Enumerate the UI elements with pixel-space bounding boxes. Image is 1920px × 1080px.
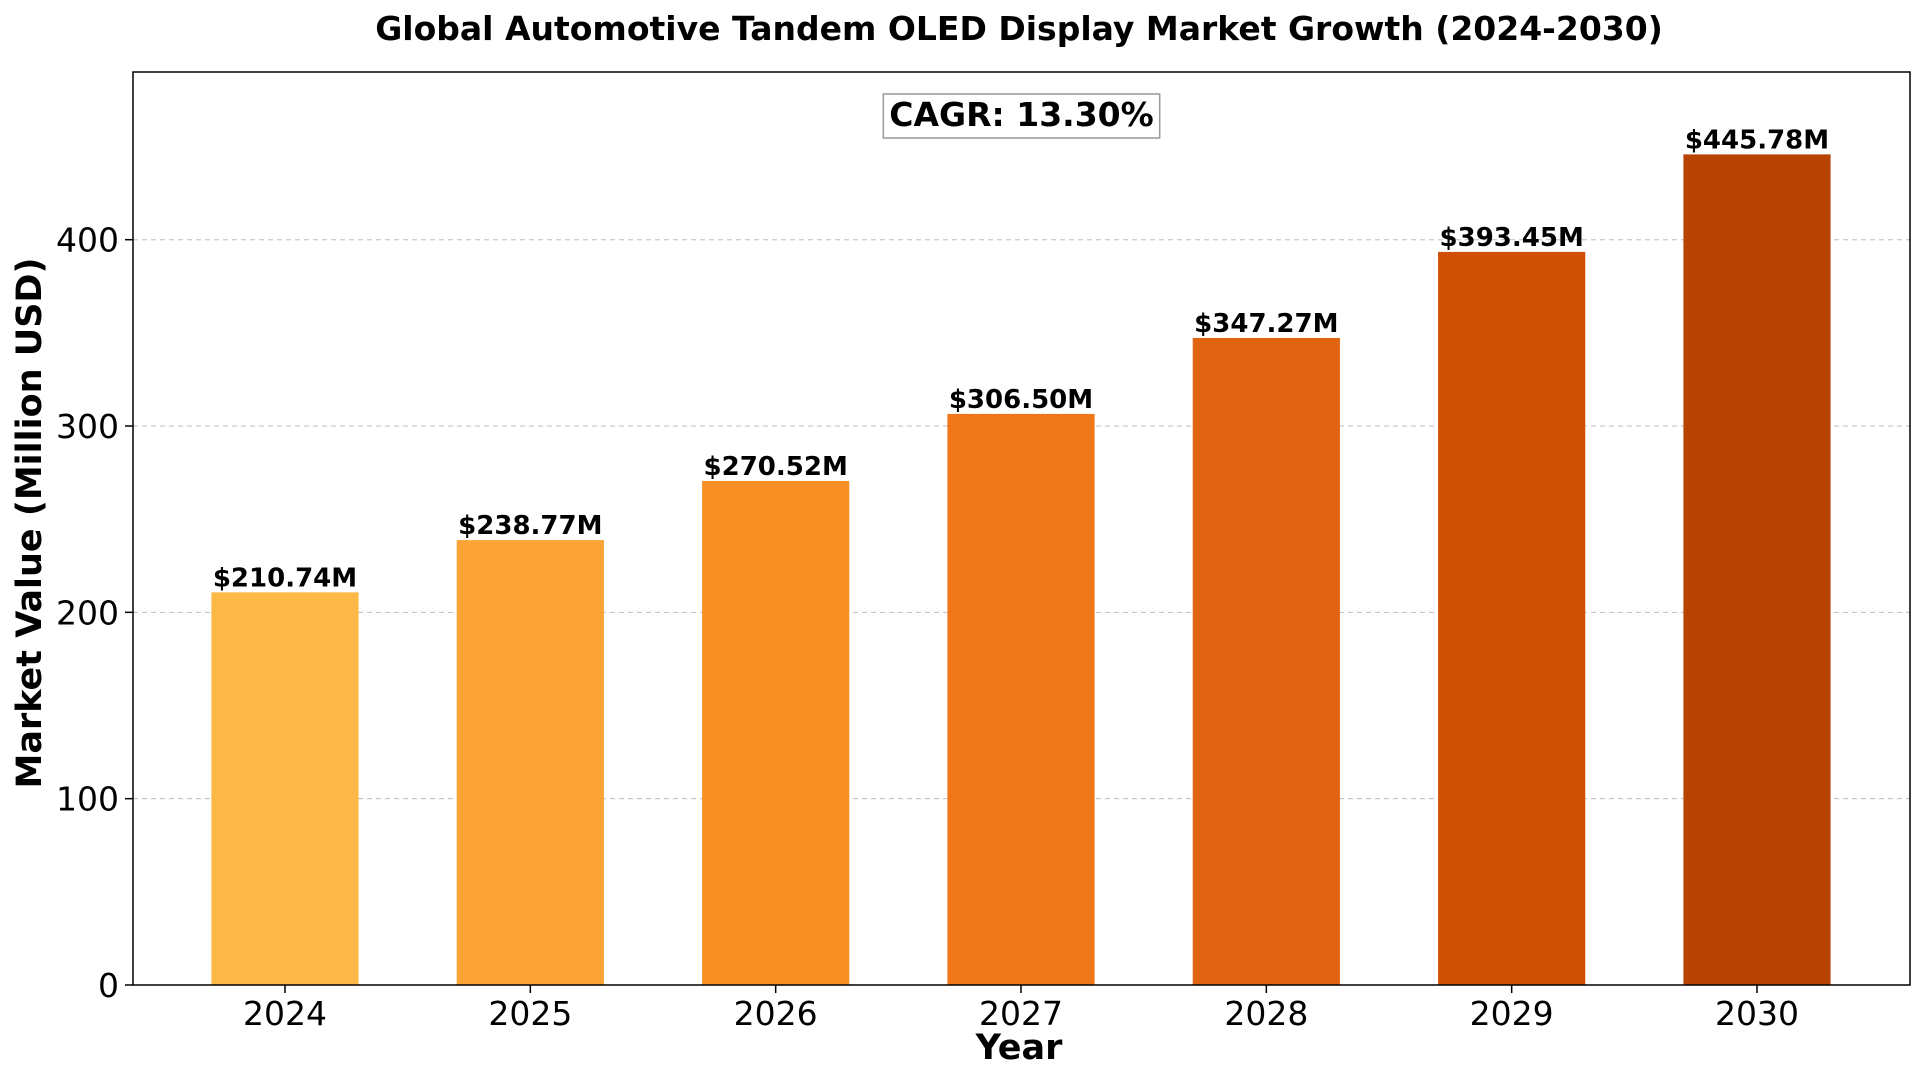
x-tick-label-2025: 2025 — [488, 994, 572, 1033]
x-tick-label-2029: 2029 — [1470, 994, 1554, 1033]
y-tick-label: 100 — [56, 780, 119, 819]
bar-value-label-2029: $393.45M — [1440, 223, 1584, 253]
bar-2029 — [1438, 251, 1586, 986]
cagr-text: CAGR: 13.30% — [889, 95, 1153, 134]
y-tick-label: 400 — [56, 221, 119, 260]
bar-value-label-2030: $445.78M — [1685, 125, 1829, 155]
bars — [211, 154, 1831, 986]
bar-2026 — [702, 480, 850, 985]
bar-value-label-2025: $238.77M — [458, 511, 602, 541]
x-tick-label-2024: 2024 — [243, 994, 327, 1033]
bar-value-label-2027: $306.50M — [949, 385, 1093, 415]
x-tick-label-2026: 2026 — [734, 994, 818, 1033]
chart-title: Global Automotive Tandem OLED Display Ma… — [375, 9, 1663, 48]
y-tick-label: 300 — [56, 407, 119, 446]
cagr-annotation: CAGR: 13.30% — [882, 93, 1161, 139]
bar-value-label-2024: $210.74M — [213, 563, 357, 593]
gridlines — [133, 239, 1910, 800]
bar-value-label-2028: $347.27M — [1194, 309, 1338, 339]
bar-2025 — [456, 540, 604, 985]
x-tick-label-2028: 2028 — [1224, 994, 1308, 1033]
bar-value-label-2026: $270.52M — [704, 452, 848, 482]
x-axis-label: Year — [975, 1028, 1063, 1068]
cagr-box — [882, 93, 1161, 139]
x-tick-label-2030: 2030 — [1715, 994, 1799, 1033]
y-tick-label: 0 — [98, 966, 119, 1005]
bar-2028 — [1192, 337, 1340, 985]
bar-2027 — [947, 413, 1095, 985]
y-tick-label: 200 — [56, 593, 119, 632]
x-tick-label-2027: 2027 — [979, 994, 1063, 1033]
bar-value-labels: $210.74M $238.77M $270.52M $306.50M $347.27M… — [213, 125, 1829, 593]
bar-2030 — [1683, 154, 1831, 986]
axis-ticks: 0 100 200 300 400 2024 2025 2026 2027 2028 2029 203… — [56, 221, 1799, 1033]
bar-2024 — [211, 592, 359, 985]
y-axis-label: Market Value (Million USD) — [10, 258, 50, 789]
